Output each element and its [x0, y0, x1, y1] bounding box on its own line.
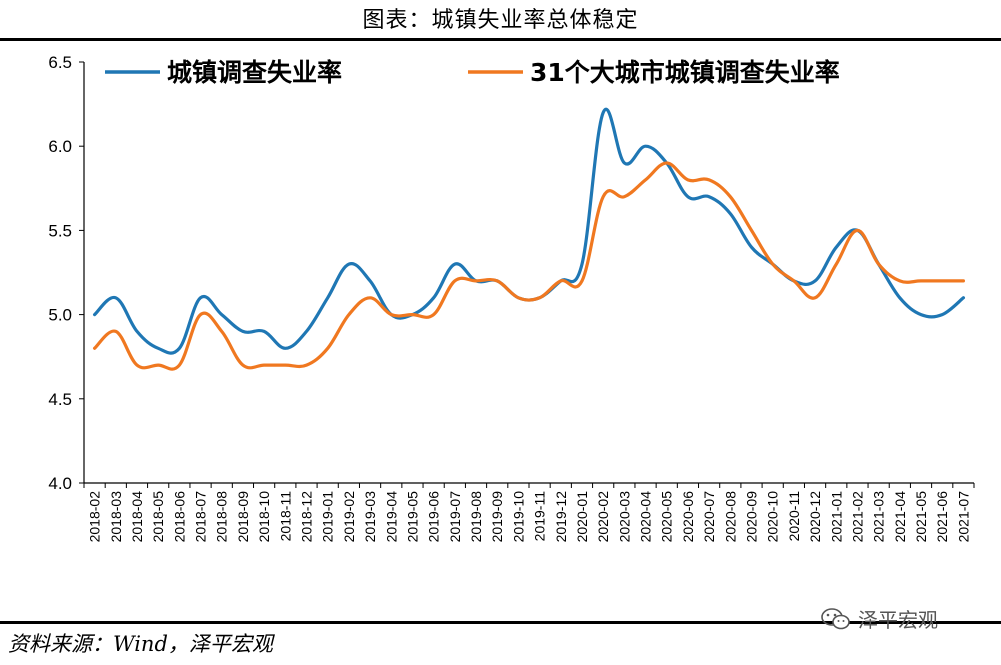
x-tick-label: 2021-02	[849, 491, 865, 543]
y-axis-ticks: 4.0 4.5 5.0 5.5 6.0 6.5	[48, 53, 84, 493]
x-tick-label: 2021-06	[934, 491, 950, 543]
wechat-icon	[821, 607, 850, 629]
legend-label-2: 31个大城市城镇调查失业率	[530, 58, 840, 87]
x-tick-label: 2020-04	[638, 491, 654, 543]
x-axis-ticks: 2018-02 2018-03 2018-04 2018-05 2018-06 2018-…	[83, 483, 975, 543]
x-tick-label: 2020-10	[765, 491, 781, 543]
x-tick-label: 2019-08	[468, 491, 484, 543]
x-tick-label: 2019-10	[510, 491, 526, 543]
x-tick-label: 2018-05	[150, 491, 166, 543]
x-tick-label: 2018-07	[193, 491, 209, 543]
x-tick-label: 2018-02	[87, 491, 103, 543]
y-tick-label: 4.5	[48, 390, 72, 409]
x-tick-label: 2019-11	[532, 491, 548, 542]
x-tick-label: 2019-01	[320, 491, 336, 543]
x-tick-label: 2020-07	[701, 491, 717, 543]
y-tick-label: 4.0	[48, 474, 72, 493]
x-tick-label: 2019-12	[553, 491, 569, 543]
bottom-rule	[0, 621, 1001, 624]
x-tick-label: 2018-09	[235, 491, 251, 543]
x-tick-label: 2019-06	[426, 491, 442, 543]
x-tick-label: 2020-09	[744, 491, 760, 543]
x-tick-label: 2018-04	[129, 491, 145, 543]
watermark-text: 泽平宏观	[858, 608, 938, 632]
x-tick-label: 2021-07	[955, 491, 971, 543]
x-tick-label: 2019-05	[404, 491, 420, 543]
x-tick-label: 2021-04	[892, 491, 908, 543]
x-tick-label: 2020-08	[722, 491, 738, 543]
x-tick-label: 2020-02	[595, 491, 611, 543]
chart-axes	[83, 62, 974, 484]
x-tick-label: 2019-09	[489, 491, 505, 543]
source-note: 资料来源：Wind，泽平宏观	[8, 632, 273, 656]
y-tick-label: 6.5	[48, 53, 72, 72]
chart-title: 图表：城镇失业率总体稳定	[362, 8, 639, 33]
x-tick-label: 2020-05	[659, 491, 675, 543]
x-tick-label: 2020-03	[616, 491, 632, 543]
series-line-1	[93, 107, 965, 355]
series-lines	[93, 107, 965, 371]
top-rule	[0, 38, 1001, 41]
x-tick-label: 2018-12	[299, 491, 315, 543]
legend: 城镇调查失业率 31个大城市城镇调查失业率	[105, 58, 840, 87]
x-tick-label: 2020-06	[680, 491, 696, 543]
x-tick-label: 2021-01	[828, 491, 844, 543]
x-tick-label: 2020-12	[807, 491, 823, 543]
legend-label-1: 城镇调查失业率	[167, 58, 342, 87]
x-tick-label: 2021-05	[913, 491, 929, 543]
x-tick-label: 2019-07	[447, 491, 463, 543]
x-tick-label: 2020-01	[574, 491, 590, 543]
watermark: 泽平宏观	[820, 604, 938, 633]
x-tick-label: 2021-03	[871, 491, 887, 543]
x-tick-label: 2019-03	[362, 491, 378, 543]
x-tick-label: 2020-11	[786, 491, 802, 542]
series-line-2	[93, 161, 965, 371]
x-tick-label: 2018-08	[214, 491, 230, 543]
y-tick-label: 5.5	[48, 221, 72, 240]
x-tick-label: 2019-04	[383, 491, 399, 543]
x-tick-label: 2018-03	[108, 491, 124, 543]
y-tick-label: 5.0	[48, 306, 72, 325]
x-tick-label: 2018-06	[171, 491, 187, 543]
x-tick-label: 2019-02	[341, 491, 357, 543]
x-tick-label: 2018-11	[277, 491, 293, 542]
y-tick-label: 6.0	[48, 137, 72, 156]
x-tick-label: 2018-10	[256, 491, 272, 543]
